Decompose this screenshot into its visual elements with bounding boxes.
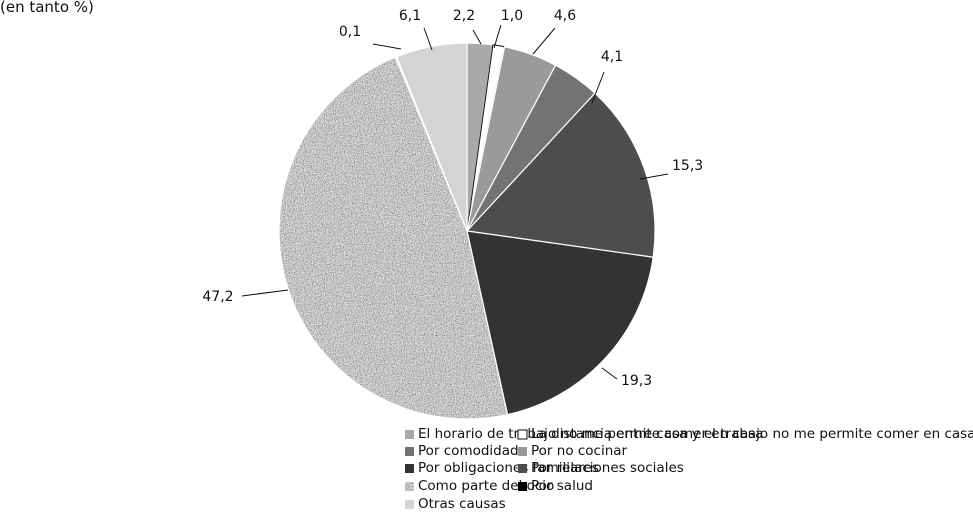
legend-swatch-por-no-cocinar (518, 447, 527, 456)
leader-line-la-distancia-entre-casa-y-el-trabajo-no-me-permite-comer-en-casa (493, 24, 502, 49)
leader-line-el-horario-de-trabajo-no-me-permite-comer-en-casa (472, 29, 482, 45)
legend-label-por-relaciones-sociales: Por relaciones sociales (531, 460, 684, 476)
leader-line-por-no-cocinar (532, 27, 556, 55)
legend-item-por-no-cocinar: Por no cocinar (518, 443, 628, 459)
data-label-por-no-cocinar: 4,6 (554, 8, 576, 24)
data-label-el-horario-de-trabajo-no-me-permite-comer-en-casa: 2,2 (453, 8, 475, 24)
legend-swatch-como-parte-del-ocio (405, 482, 414, 491)
legend-swatch-el-horario-de-trabajo-no-me-permite-comer-en-casa (405, 430, 414, 439)
legend-label-otras-causas: Otras causas (418, 496, 506, 512)
legend-label-el-horario-de-trabajo-no-me-permite-comer-en-casa: El horario de trabajo no me permite come… (418, 426, 763, 442)
pie-slice-por-obligaciones-familiares (466, 230, 654, 416)
data-label-por-relaciones-sociales: 15,3 (672, 158, 703, 174)
data-label-la-distancia-entre-casa-y-el-trabajo-no-me-permite-comer-en-casa: 1,0 (501, 8, 523, 24)
legend-item-la-distancia-entre-casa-y-el-trabajo-no-me-permite-comer-en-casa: La distancia entre casa y el trabajo no … (517, 426, 973, 442)
legend-label-por-salud: Por salud (531, 478, 593, 494)
pie-slice-como-parte-del-ocio (278, 56, 509, 420)
legend-swatch-por-comodidad (405, 447, 414, 456)
chart-header: (en tanto %) (0, 0, 94, 16)
legend-label-por-no-cocinar: Por no cocinar (531, 443, 628, 459)
leader-line-por-salud (372, 43, 402, 50)
legend-swatch-por-salud (518, 482, 527, 491)
leader-line-por-comodidad (591, 71, 605, 104)
legend-label-la-distancia-entre-casa-y-el-trabajo-no-me-permite-comer-en-casa: La distancia entre casa y el trabajo no … (531, 426, 973, 442)
leader-line-otras-causas (423, 27, 433, 51)
legend: El horario de trabajo no me permite come… (405, 426, 973, 512)
legend-swatch-por-obligaciones-familiares (405, 464, 414, 473)
legend-item-por-relaciones-sociales: Por relaciones sociales (518, 460, 684, 476)
leader-line-por-relaciones-sociales (639, 173, 669, 180)
data-label-otras-causas: 6,1 (399, 8, 421, 24)
legend-item-por-obligaciones-familiares: Por obligaciones familiares (405, 460, 599, 476)
leader-line-por-obligaciones-familiares (601, 367, 618, 380)
label-leaders (241, 24, 669, 380)
data-label-por-salud: 0,1 (339, 24, 361, 40)
legend-swatch-la-distancia-entre-casa-y-el-trabajo-no-me-permite-comer-en-casa (517, 429, 528, 440)
legend-swatch-por-relaciones-sociales (518, 464, 527, 473)
legend-item-el-horario-de-trabajo-no-me-permite-comer-en-casa: El horario de trabajo no me permite come… (405, 426, 763, 442)
slice-labels: 2,2 1,0 4,6 4,1 15,3 19,3 47,2 0,1 6,1 (202, 8, 703, 389)
legend-label-por-comodidad: Por comodidad (418, 443, 519, 459)
legend-label-por-obligaciones-familiares: Por obligaciones familiares (418, 460, 599, 476)
legend-item-por-comodidad: Por comodidad (405, 443, 519, 459)
data-label-por-obligaciones-familiares: 19,3 (621, 373, 652, 389)
legend-item-por-salud: Por salud (518, 478, 593, 494)
legend-swatch-otras-causas (405, 500, 414, 509)
pie-slice-por-relaciones-sociales (465, 92, 656, 258)
legend-item-otras-causas: Otras causas (405, 496, 506, 512)
pie-slices (278, 42, 656, 420)
data-label-por-comodidad: 4,1 (601, 49, 623, 65)
leader-line-como-parte-del-ocio (241, 289, 289, 297)
data-label-como-parte-del-ocio: 47,2 (202, 289, 233, 305)
